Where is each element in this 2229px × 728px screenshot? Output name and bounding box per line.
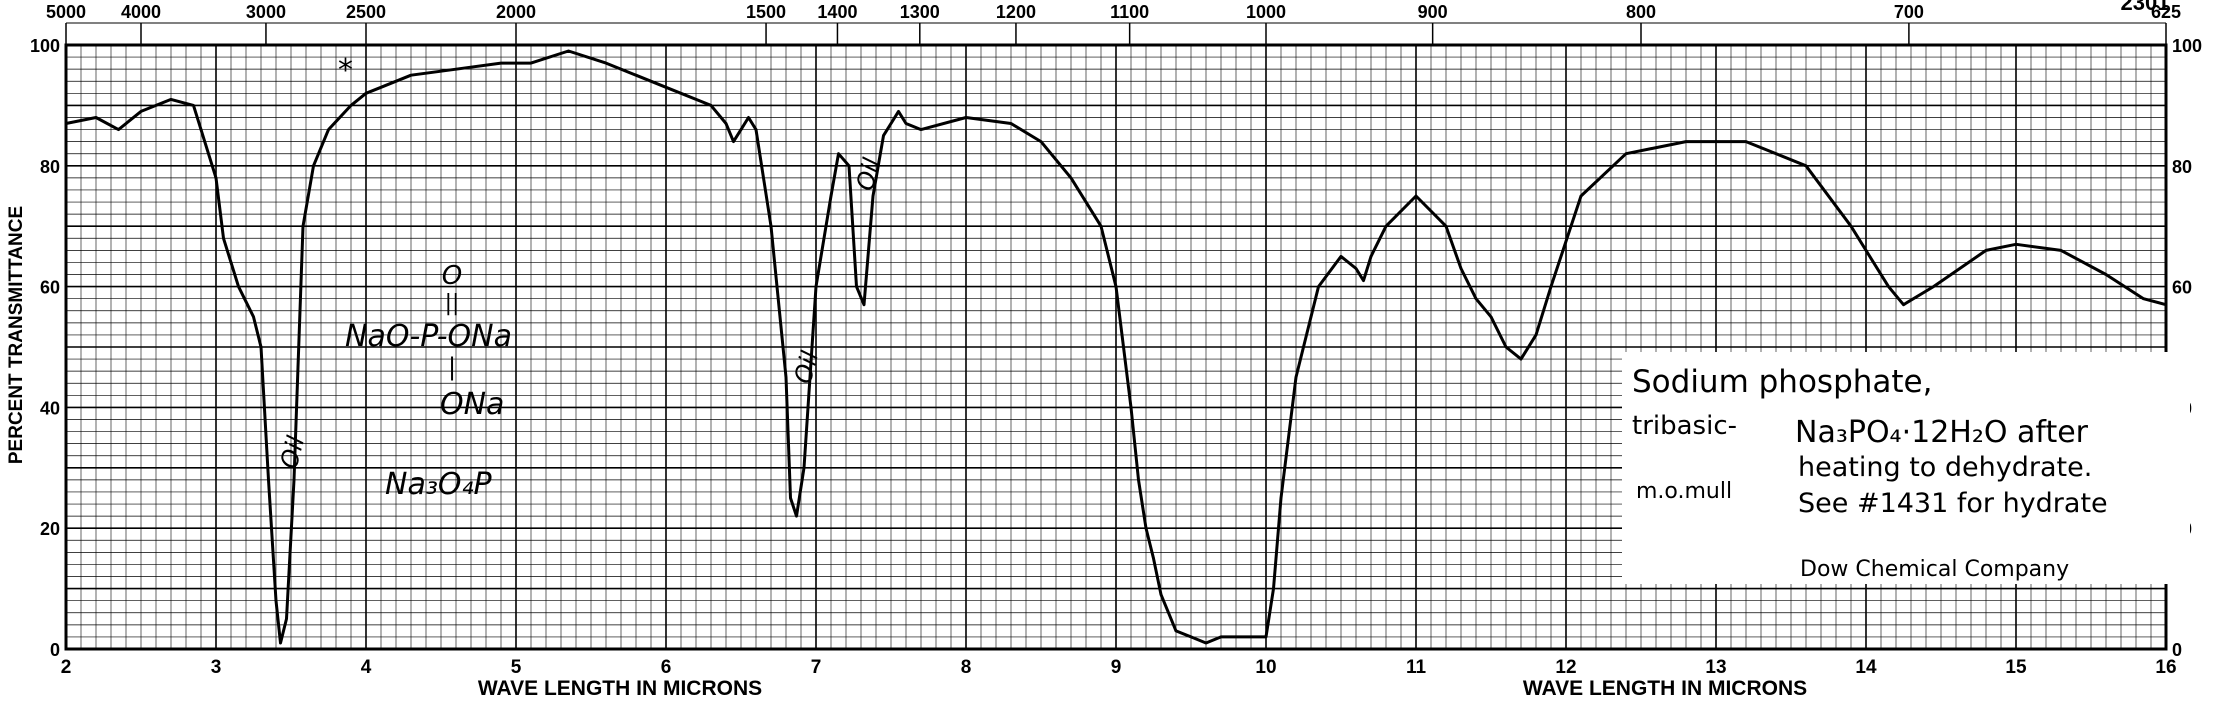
y-tick-label: 0 <box>50 640 60 660</box>
left-y-axis: 0 20 40 60 80 100 <box>30 36 60 660</box>
label-box <box>1622 352 2190 584</box>
x-axis-label-right: WAVE LENGTH IN MICRONS <box>1523 677 1807 700</box>
micron-axis: 2 3 4 5 6 7 8 9 10 11 12 13 14 15 16 <box>61 657 2177 678</box>
wavenumber-tick-label: 625 <box>2151 2 2181 22</box>
structure-single-bond: | <box>448 353 456 381</box>
y-tick-label: 80 <box>40 157 60 177</box>
hydrate-line-2: heating to dehydrate. <box>1798 452 2092 483</box>
y-tick-label: 100 <box>30 36 60 56</box>
oil-label-1: Oil <box>275 433 310 472</box>
wavenumber-tick-label: 3000 <box>246 2 286 22</box>
y-tick-label-right: 100 <box>2172 36 2202 56</box>
oil-label-2: Oil <box>789 348 824 387</box>
wavenumber-tick-label: 1000 <box>1246 2 1286 22</box>
x-tick-label: 2 <box>61 657 72 678</box>
x-tick-label: 11 <box>1406 657 1427 678</box>
wavenumber-tick-label: 700 <box>1894 2 1924 22</box>
y-tick-label-right: 0 <box>2172 640 2182 660</box>
x-tick-label: 8 <box>961 657 972 678</box>
company-name: Dow Chemical Company <box>1800 557 2069 582</box>
x-tick-label: 14 <box>1855 657 1877 678</box>
wavenumber-tick-label: 4000 <box>121 2 161 22</box>
x-tick-label: 10 <box>1255 657 1276 678</box>
x-tick-label: 15 <box>2005 657 2027 678</box>
plot-border <box>64 43 2168 651</box>
y-axis-label: PERCENT TRANSMITTANCE <box>6 206 27 464</box>
structure-double-bond: || <box>445 291 460 316</box>
wavenumber-tick-label: 1100 <box>1110 2 1149 22</box>
wavenumber-tick-label: 1500 <box>746 2 786 22</box>
wavenumber-axis: 5000 4000 3000 2500 2000 1500 1400 1300 1200 1100… <box>46 2 2181 45</box>
x-tick-label: 16 <box>2155 657 2176 678</box>
x-tick-label: 3 <box>211 657 222 678</box>
oil-label-3: Oil <box>851 155 886 194</box>
hydrate-line-3: See #1431 for hydrate <box>1798 488 2108 519</box>
structure-row: NaO-P-ONa <box>345 319 512 354</box>
y-tick-label-right: 60 <box>2172 278 2192 298</box>
wavenumber-tick-label: 800 <box>1626 2 1656 22</box>
molecular-formula: Na₃O₄P <box>385 467 492 502</box>
x-tick-label: 7 <box>811 657 822 678</box>
structure-bottom: ONa <box>440 387 504 422</box>
wavenumber-tick-label: 2500 <box>346 2 386 22</box>
x-tick-label: 12 <box>1555 657 1576 678</box>
y-tick-label-right: 80 <box>2172 157 2192 177</box>
wavenumber-tick-label: 1300 <box>900 2 940 22</box>
x-tick-label: 9 <box>1111 657 1122 678</box>
wavenumber-tick-label: 900 <box>1418 2 1448 22</box>
wavenumber-tick-label: 2000 <box>496 2 536 22</box>
wavenumber-tick-label: 1200 <box>996 2 1036 22</box>
mull-note: m.o.mull <box>1636 479 1732 504</box>
x-tick-label: 13 <box>1705 657 1726 678</box>
x-tick-label: 4 <box>361 657 372 678</box>
spectrum-line <box>65 49 2167 645</box>
compound-sub: tribasic- <box>1632 411 1737 441</box>
corner-number: 2301 <box>2121 0 2170 15</box>
compound-name: Sodium phosphate, <box>1632 364 1932 400</box>
y-tick-label: 60 <box>40 278 60 298</box>
wavenumber-tick-label: 5000 <box>46 2 86 22</box>
y-tick-label: 40 <box>40 398 60 418</box>
hydrate-line-1: Na₃PO₄·12H₂O after <box>1795 415 2089 450</box>
x-axis-label-left: WAVE LENGTH IN MICRONS <box>478 677 762 700</box>
x-tick-label: 5 <box>511 657 522 678</box>
structure-top-o: O <box>442 261 462 291</box>
x-tick-label: 6 <box>661 657 672 678</box>
star-mark: * <box>338 53 353 88</box>
wavenumber-tick-label: 1400 <box>817 2 857 22</box>
y-tick-label: 20 <box>40 519 60 539</box>
